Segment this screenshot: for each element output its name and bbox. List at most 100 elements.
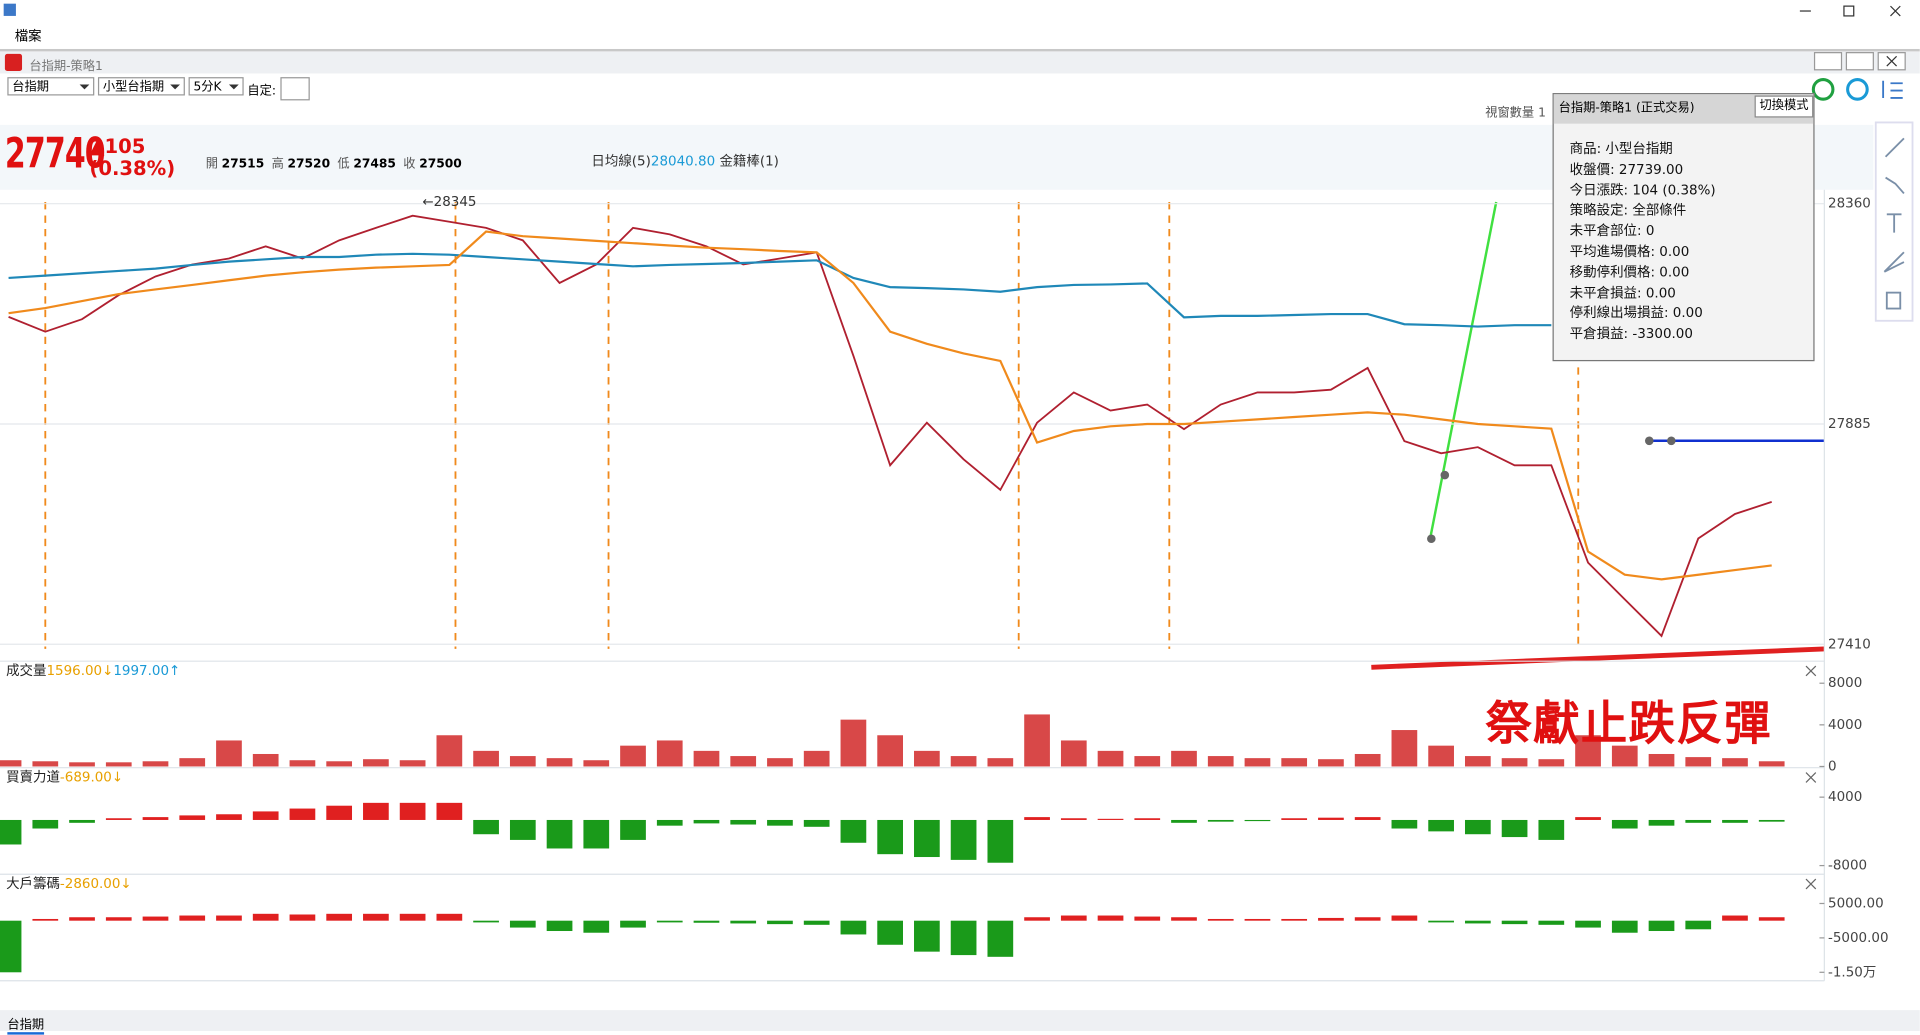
inner-restore[interactable] xyxy=(1845,52,1874,71)
bar xyxy=(583,760,610,767)
popup-line: 平倉損益: -3300.00 xyxy=(1569,325,1693,342)
bar xyxy=(1244,758,1271,767)
handle[interactable] xyxy=(1644,436,1654,446)
pane-title: 買賣力道 xyxy=(6,769,60,785)
bar xyxy=(32,918,59,921)
app-icon xyxy=(3,3,16,16)
price: 27740 xyxy=(4,129,106,179)
bar xyxy=(877,735,903,767)
bar xyxy=(1538,759,1565,767)
pane-title: 大戶籌碼 xyxy=(6,876,60,892)
bar xyxy=(1611,819,1638,829)
popup-line: 平均進場價格: 0.00 xyxy=(1569,243,1690,260)
pane-close xyxy=(1805,878,1817,890)
bar xyxy=(1207,756,1234,767)
list-icon[interactable] xyxy=(1882,80,1903,99)
window-count: 視窗數量 1 xyxy=(1485,106,1546,120)
inner-title: 台指期-策略1 xyxy=(29,59,103,74)
bar xyxy=(656,920,683,923)
bar xyxy=(216,915,242,921)
product-select[interactable]: 小型台指期 xyxy=(97,77,185,96)
bar xyxy=(950,756,977,767)
bar xyxy=(509,819,536,840)
bar xyxy=(1024,817,1050,820)
inner-minimize[interactable] xyxy=(1813,52,1843,71)
bar xyxy=(399,760,426,767)
bar xyxy=(1685,819,1712,823)
bar xyxy=(730,819,757,825)
bar xyxy=(105,917,132,921)
pane-borders xyxy=(0,189,1825,982)
y-tick-label: 8000 xyxy=(1828,676,1862,691)
bar xyxy=(1281,758,1308,767)
bar xyxy=(730,920,757,924)
bar xyxy=(69,917,95,921)
bar xyxy=(1060,915,1087,921)
bar xyxy=(1428,745,1454,767)
bar xyxy=(767,920,793,925)
bar xyxy=(803,750,830,767)
bar xyxy=(142,916,169,921)
bar xyxy=(656,819,683,826)
menu-item[interactable]: 檔案 xyxy=(14,28,42,45)
bar xyxy=(1464,756,1491,767)
ma-readout: 日均線(5)28040.80 金籍棒(1) xyxy=(591,151,779,171)
bar xyxy=(877,819,903,855)
bar xyxy=(105,762,132,767)
bar xyxy=(840,819,867,843)
inner-titlebar xyxy=(0,51,1920,74)
support-line[interactable] xyxy=(1371,646,1825,670)
refresh-icon[interactable] xyxy=(1846,78,1869,101)
bar xyxy=(546,920,573,932)
bar xyxy=(730,756,757,767)
power-icon[interactable] xyxy=(1811,78,1835,101)
interval-select[interactable]: 5分K xyxy=(188,77,244,96)
bar xyxy=(509,920,536,928)
bar xyxy=(1722,758,1748,767)
market-select[interactable]: 台指期 xyxy=(7,77,95,96)
titlebar xyxy=(0,0,1920,23)
bar xyxy=(1318,917,1344,921)
bar xyxy=(1281,918,1308,921)
bar xyxy=(1024,917,1050,921)
popup-line: 商品: 小型台指期 xyxy=(1569,140,1673,157)
bar xyxy=(1501,758,1528,767)
bar xyxy=(399,913,426,921)
bar xyxy=(1060,818,1087,820)
bar xyxy=(289,760,316,767)
bar xyxy=(1207,918,1234,921)
close[interactable] xyxy=(1890,5,1901,17)
ohlc: 開 27515 高 27520 低 27485 收 27500 xyxy=(206,153,469,171)
right-toolbar xyxy=(1874,121,1914,322)
bar xyxy=(1318,759,1344,767)
pane-readout: -689.00↓ xyxy=(60,770,123,785)
bar xyxy=(1391,819,1418,829)
handle[interactable] xyxy=(1427,534,1436,544)
bar xyxy=(1538,920,1565,925)
bar xyxy=(1134,756,1161,767)
bar xyxy=(1648,753,1675,767)
ma-value: 28040.80 xyxy=(650,153,716,169)
y-tick-label: -8000 xyxy=(1828,859,1867,874)
bar xyxy=(142,817,169,820)
y-tick-label: 27410 xyxy=(1828,637,1871,652)
trend-line[interactable] xyxy=(1428,201,1498,539)
tab[interactable]: 台指期 xyxy=(7,1014,45,1035)
custom-input[interactable] xyxy=(280,77,310,101)
handle[interactable] xyxy=(1440,470,1450,480)
bar xyxy=(326,805,353,820)
handle[interactable] xyxy=(1667,436,1676,446)
bar xyxy=(620,819,646,840)
bar xyxy=(1575,735,1601,767)
bar xyxy=(1134,818,1161,820)
ohlc-label: 收 xyxy=(403,157,416,172)
ohlc-value: 27500 xyxy=(419,157,462,172)
bar xyxy=(363,759,389,767)
bar xyxy=(142,761,169,767)
restore[interactable] xyxy=(1843,5,1855,17)
bar xyxy=(436,735,463,767)
session-lines xyxy=(44,202,1580,649)
extra-indicator: 金籍棒(1) xyxy=(719,153,779,169)
strategy-popup: 台指期-策略1 (正式交易) 商品: 小型台指期 收盤價: 27739.00 今日漲… xyxy=(1552,93,1815,362)
